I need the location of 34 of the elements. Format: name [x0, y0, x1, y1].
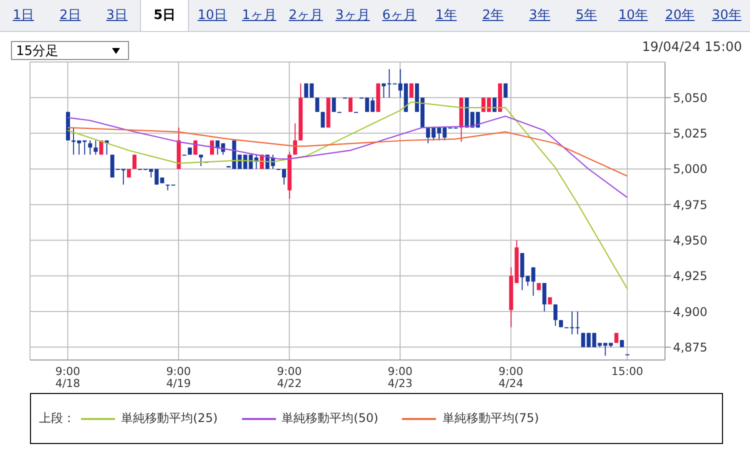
y-tick-label: 5,000: [673, 162, 708, 176]
y-tick-label: 4,950: [673, 233, 708, 248]
x-tick-label: 9:00 4/22: [276, 365, 302, 390]
candlestick: [542, 282, 546, 312]
candlestick: [94, 140, 98, 156]
line-series: [67, 101, 628, 290]
y-tick-label: 4,925: [673, 269, 708, 284]
legend-label: 単純移動平均(50): [282, 410, 378, 427]
tab-bar: 1日 2日 3日 5日 10日 1ヶ月 2ヶ月 3ヶ月 6ヶ月 1年 2年 3年 5年 10年 20年 30年: [0, 0, 750, 32]
x-tick-label: 9:00 4/24: [498, 365, 524, 390]
y-tick-label: 4,975: [673, 198, 708, 212]
candlestick: [553, 304, 558, 326]
y-tick-label: 4,875: [673, 340, 708, 354]
line-series: [67, 116, 628, 198]
x-tick-label: 9:00 4/19: [166, 365, 191, 390]
y-tick-label: 5,025: [673, 126, 708, 141]
candlestick: [332, 97, 336, 112]
candlestick: [88, 140, 92, 156]
interval-dropdown: 15分足: [11, 41, 129, 60]
x-tick-label: 15:00: [611, 365, 644, 378]
x-tick-label: 9:00 4/23: [388, 365, 412, 390]
line-series: [67, 126, 628, 177]
candlestick: [315, 97, 320, 112]
y-tick-label: 4,900: [673, 304, 708, 319]
x-tick-label: 9:00 4/18: [55, 365, 80, 390]
candlestick: [293, 122, 298, 156]
candlestick: [198, 154, 203, 167]
text: 19/04/24 15:00: [642, 40, 742, 55]
legend-label: 単純移動平均(25): [121, 410, 218, 427]
candlestick: [492, 97, 497, 112]
legend-label: 単純移動平均(75): [442, 410, 539, 427]
candlestick: [132, 154, 136, 170]
legend-title: 上段：: [39, 410, 75, 427]
y-tick-label: 5,050: [673, 90, 708, 105]
